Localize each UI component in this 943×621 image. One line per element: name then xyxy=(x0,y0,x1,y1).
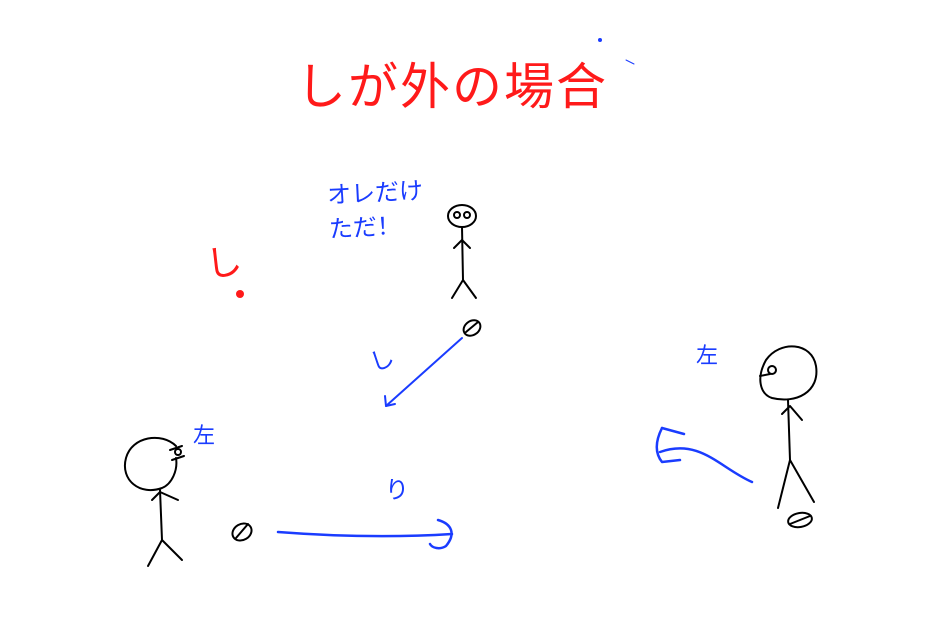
left-figure-head xyxy=(123,436,178,491)
top-figure-eye-left xyxy=(453,211,461,219)
top-figure-body xyxy=(461,226,464,281)
stray-tick xyxy=(625,59,635,65)
speech-line-2: ただ！ xyxy=(328,211,402,244)
right-stick-figure xyxy=(759,345,818,509)
right-ball-icon xyxy=(787,511,813,529)
top-pass-arrow xyxy=(384,337,463,407)
right-figure-body xyxy=(787,399,791,461)
top-figure-legs xyxy=(451,279,477,299)
left-figure-body xyxy=(159,489,163,541)
stray-dot xyxy=(598,38,602,42)
left-figure-legs xyxy=(147,539,183,567)
top-figure-arms xyxy=(453,239,471,249)
right-figure-arms xyxy=(781,405,803,421)
top-figure-eye-right xyxy=(463,211,471,219)
speech-line-1: オレだけ xyxy=(326,176,424,210)
left-ball-icon xyxy=(231,522,253,542)
left-figure-arms xyxy=(151,491,179,501)
bottom-pass-label: り xyxy=(385,476,409,504)
right-figure-legs xyxy=(777,459,815,509)
red-check-mark: し xyxy=(203,240,245,287)
right-player-label: 左 xyxy=(696,344,719,369)
left-player-label: 左 xyxy=(193,424,216,449)
top-stick-figure xyxy=(447,204,477,299)
speech-bubble-text: オレだけ ただ！ xyxy=(326,174,425,247)
top-ball-icon xyxy=(462,319,482,337)
right-figure-head xyxy=(759,345,818,401)
left-figure-face xyxy=(169,445,185,461)
top-figure-head xyxy=(447,204,477,228)
diagram-title: しが外の場合 xyxy=(296,58,608,116)
right-figure-face xyxy=(759,373,771,377)
left-stick-figure xyxy=(123,436,185,567)
right-pass-arrow xyxy=(655,426,754,484)
bottom-pass-arrow xyxy=(276,518,454,550)
red-dot xyxy=(236,290,244,298)
